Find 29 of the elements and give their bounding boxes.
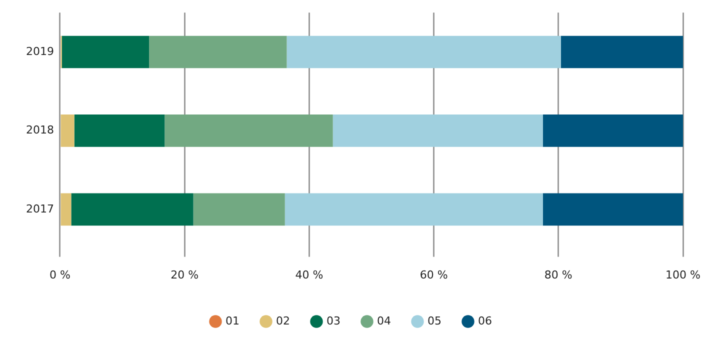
bar [332, 114, 543, 147]
legend-label: 05 [427, 314, 442, 328]
legend-label: 03 [326, 314, 341, 328]
bar [62, 36, 150, 68]
legend-label: 02 [276, 314, 290, 328]
y-tick-label: 2017 [26, 202, 54, 216]
bar [286, 36, 561, 68]
bar [284, 193, 543, 226]
bar [164, 114, 333, 147]
legend-label: 01 [226, 314, 240, 328]
x-tick-label: 80 % [544, 268, 572, 282]
x-tick-label: 20 % [170, 268, 199, 282]
bar [71, 193, 194, 226]
x-tick-label: 0 % [50, 268, 70, 282]
x-tick-label: 60 % [420, 268, 448, 282]
y-tick-label: 2019 [26, 44, 54, 58]
bar [60, 193, 72, 226]
x-tick-label: 40 % [295, 268, 324, 282]
bar [542, 114, 683, 147]
bar [193, 193, 285, 226]
bar [149, 36, 287, 68]
legend-label: 06 [478, 314, 492, 328]
legend-label: 04 [377, 314, 391, 328]
bar [542, 193, 683, 226]
y-tick-label: 2018 [26, 124, 54, 137]
bar [74, 114, 165, 147]
x-tick-label: 100 % [666, 268, 700, 282]
bar [60, 114, 74, 147]
bar [560, 36, 683, 68]
